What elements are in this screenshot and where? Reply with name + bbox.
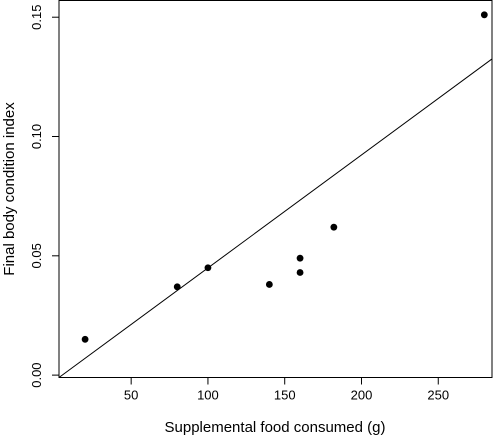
x-tick-label: 150: [274, 388, 296, 403]
data-points: [81, 11, 488, 343]
x-tick-label: 250: [427, 388, 449, 403]
data-point: [296, 269, 304, 276]
regression-line: [58, 58, 493, 378]
y-tick-label: 0.05: [29, 243, 44, 268]
y-tick-label: 0.00: [29, 362, 44, 387]
plot-frame: [58, 0, 493, 378]
y-tick-label: 0.10: [29, 124, 44, 149]
y-axis-title: Final body condition index: [1, 102, 18, 276]
data-point: [296, 254, 304, 262]
x-tick-label: 50: [124, 388, 138, 403]
data-point: [81, 335, 89, 343]
data-point: [265, 281, 273, 288]
data-point: [330, 223, 338, 231]
y-axis: 0.00 0.05 0.10 0.15: [29, 5, 59, 388]
y-tick-label: 0.15: [29, 5, 44, 30]
x-axis: 50 100 150 200 250: [124, 377, 449, 403]
data-point: [173, 283, 181, 291]
data-point: [204, 264, 212, 272]
x-tick-label: 100: [197, 388, 219, 403]
data-point: [480, 11, 488, 19]
x-tick-label: 200: [351, 388, 373, 403]
x-axis-title: Supplemental food consumed (g): [165, 419, 386, 435]
